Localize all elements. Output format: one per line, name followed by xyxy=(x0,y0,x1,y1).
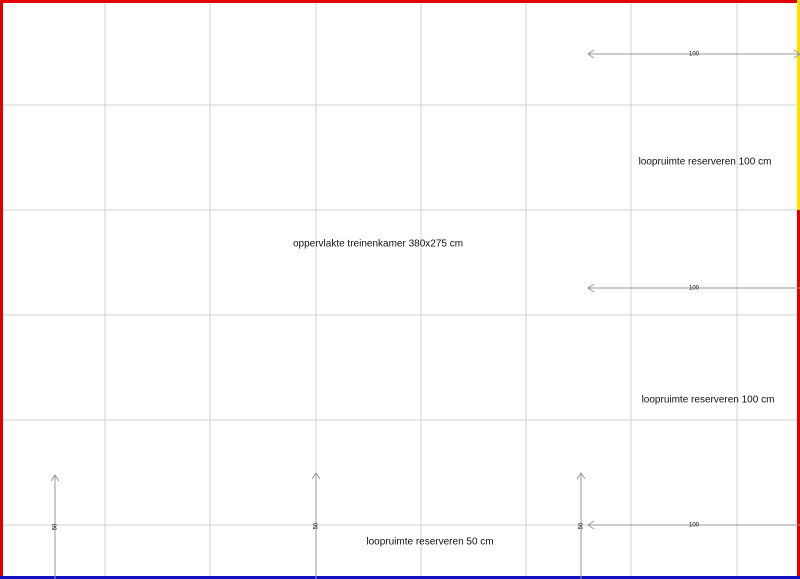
room-label: oppervlakte treinenkamer 380x275 cm xyxy=(293,239,463,250)
area-labels: oppervlakte treinenkamer 380x275 cm loop… xyxy=(293,157,774,548)
dimension-label: 100 xyxy=(689,523,700,529)
horizontal-dimensions: 100 100 100 xyxy=(587,49,800,530)
dimension-label: 50 xyxy=(314,522,320,529)
walkway-label: loopruimte reserveren 100 cm xyxy=(639,157,772,168)
walkway-label: loopruimte reserveren 50 cm xyxy=(366,537,493,548)
dimension-label: 50 xyxy=(53,523,59,530)
walkway-label: loopruimte reserveren 100 cm xyxy=(642,395,775,406)
dimension-label: 100 xyxy=(689,286,700,292)
dimension-label: 50 xyxy=(579,522,585,529)
dimension-label: 100 xyxy=(689,52,700,58)
vertical-dimensions: 50 50 50 xyxy=(50,472,586,579)
